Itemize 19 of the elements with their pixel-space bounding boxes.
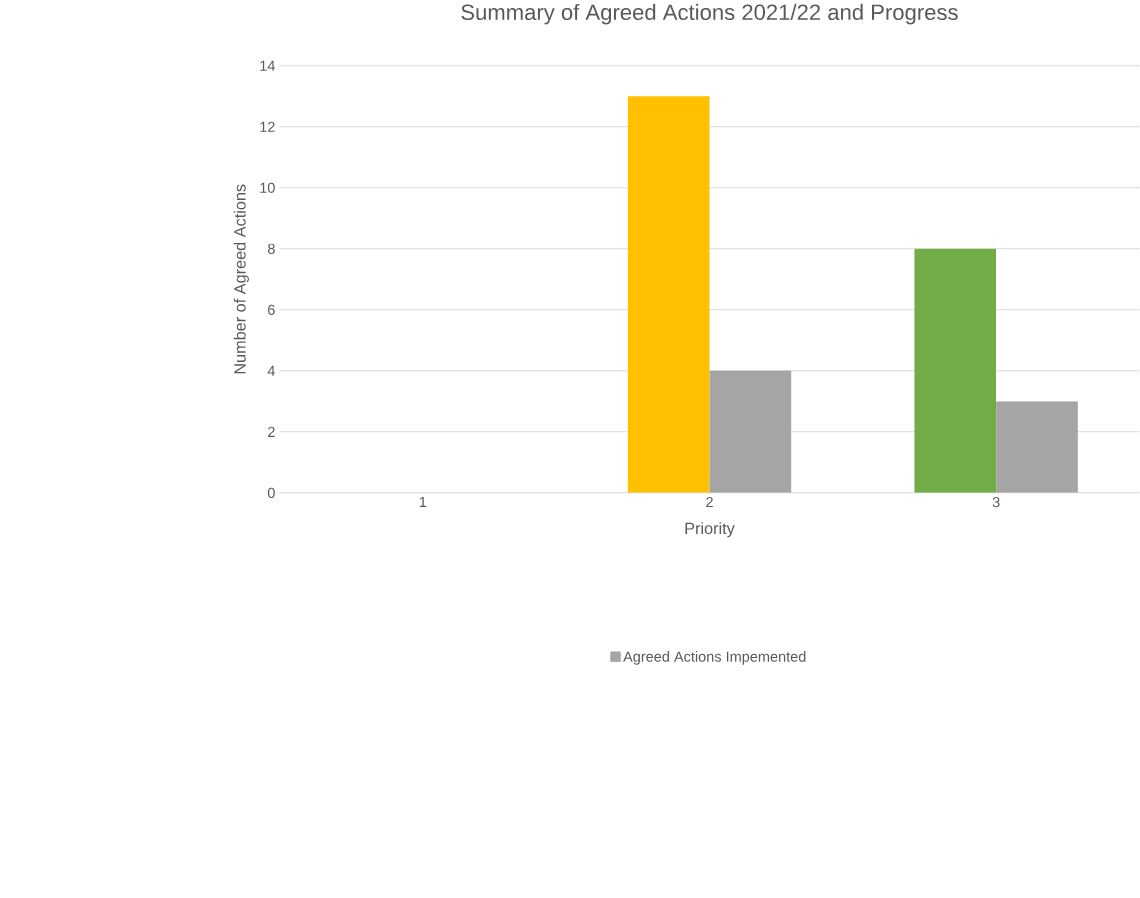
x-tick-label: 2 [706, 497, 713, 508]
y-tick-label: 6 [268, 304, 275, 316]
bar [627, 96, 710, 493]
chart-title: Summary of Agreed Actions 2021/22 and Progress [461, 3, 958, 25]
y-tick-label: 4 [267, 365, 275, 376]
legend-label: Agreed Actions Impemented [623, 651, 806, 665]
bar [709, 370, 792, 493]
y-tick-label: 8 [267, 243, 275, 255]
y-tick-label: 0 [267, 487, 275, 499]
y-tick-label: 14 [260, 60, 275, 71]
x-tick-label: 3 [992, 497, 1000, 508]
bar [996, 401, 1078, 493]
bar [914, 248, 997, 493]
y-tick-label: 2 [268, 426, 275, 437]
x-axis-title: Priority [685, 522, 735, 538]
y-tick-label: 12 [260, 121, 275, 132]
y-axis-title: Number of Agreed Actions [233, 184, 249, 374]
x-tick-label: 1 [419, 497, 427, 508]
y-tick-label: 10 [260, 182, 275, 194]
